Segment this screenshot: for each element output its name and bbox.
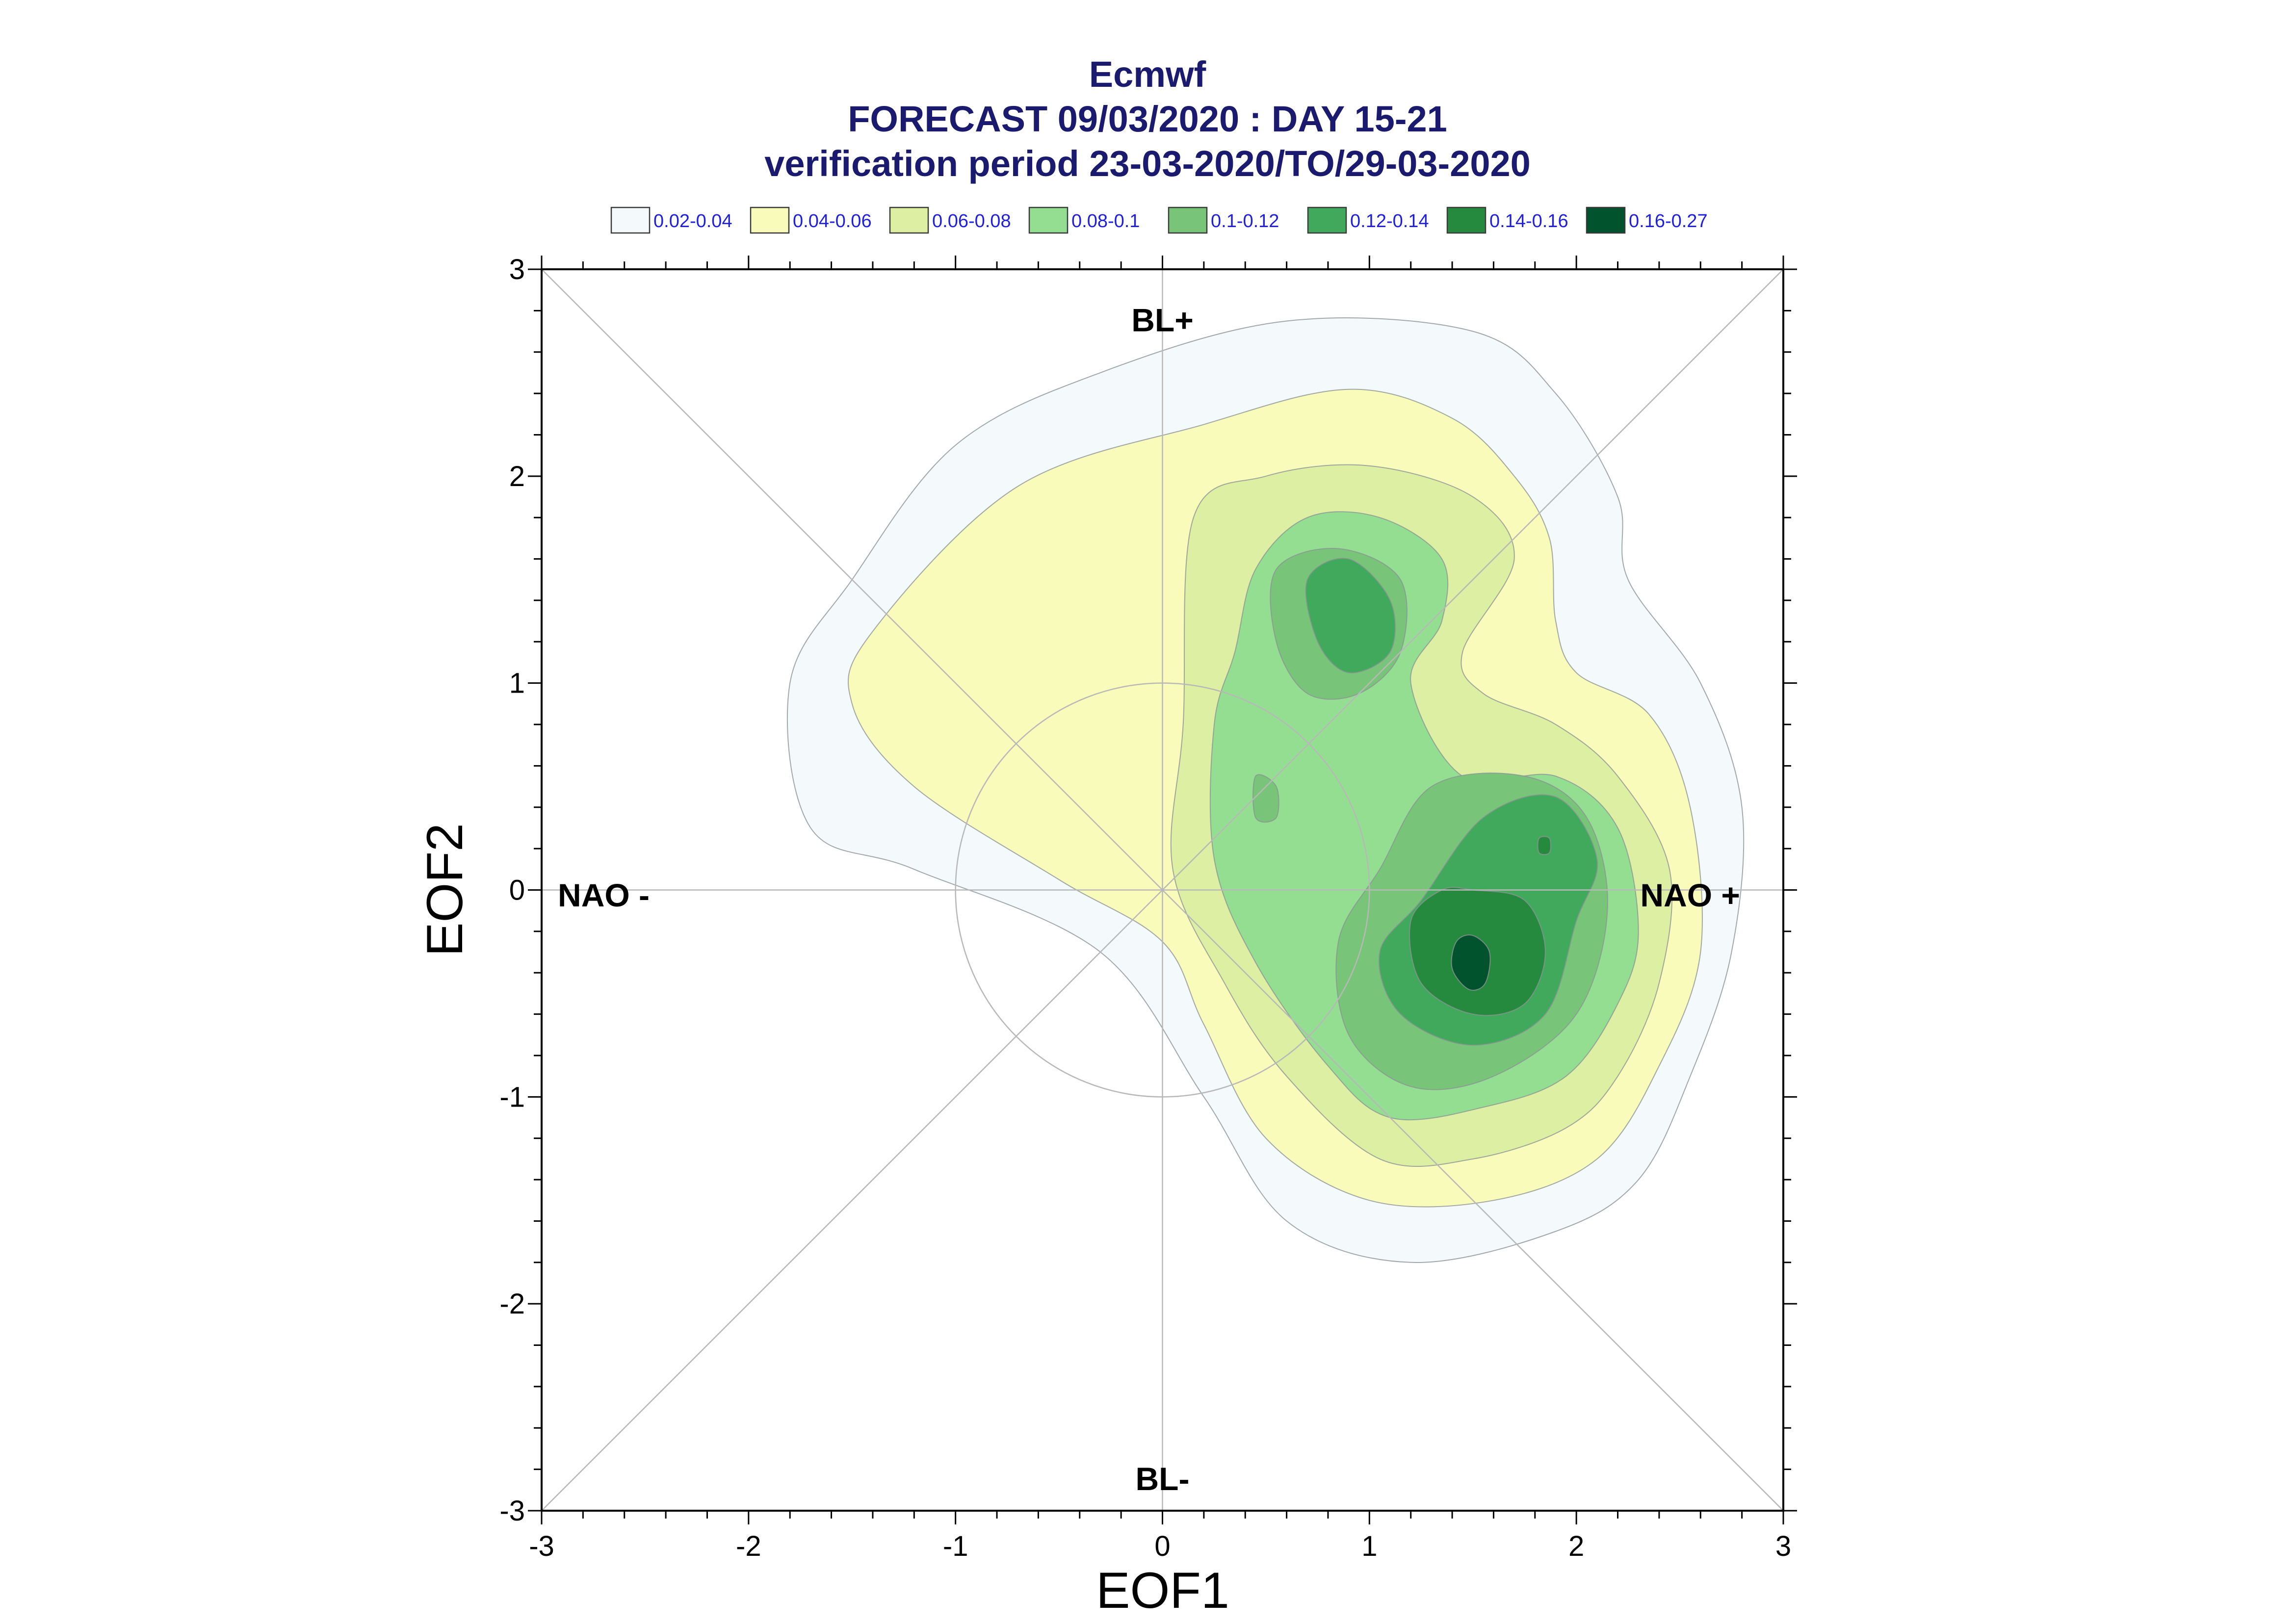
legend-label: 0.16-0.27 bbox=[1629, 211, 1708, 232]
x-tick-label: 1 bbox=[1361, 1530, 1377, 1562]
legend-label: 0.04-0.06 bbox=[793, 211, 872, 232]
regime-label: BL+ bbox=[1131, 302, 1194, 338]
x-tick-label: 3 bbox=[1775, 1530, 1791, 1562]
legend-label: 0.08-0.1 bbox=[1071, 211, 1140, 232]
legend-label: 0.14-0.16 bbox=[1489, 211, 1568, 232]
regime-label: BL- bbox=[1136, 1461, 1190, 1497]
legend: 0.02-0.04 0.04-0.06 0.06-0.08 0.08-0.1 0.1-0… bbox=[610, 206, 1708, 234]
y-axis-title: EOF2 bbox=[417, 823, 473, 956]
x-tick-label: -2 bbox=[736, 1530, 761, 1562]
legend-swatch bbox=[889, 206, 929, 234]
legend-label: 0.02-0.04 bbox=[653, 211, 732, 232]
legend-swatch bbox=[1446, 206, 1487, 234]
legend-swatch bbox=[1168, 206, 1208, 234]
x-tick-label: -3 bbox=[529, 1530, 554, 1562]
regime-label: NAO + bbox=[1640, 877, 1740, 913]
axis-ticks bbox=[528, 256, 1797, 1524]
legend-swatch bbox=[750, 206, 790, 234]
y-tick-label: 2 bbox=[509, 461, 525, 492]
chart-title: Ecmwf bbox=[1089, 54, 1206, 95]
contour-0.14-0.16-1 bbox=[1537, 836, 1551, 855]
legend-swatch bbox=[610, 206, 651, 234]
x-tick-label: 2 bbox=[1568, 1530, 1584, 1562]
legend-swatch bbox=[1028, 206, 1069, 234]
reference-circle bbox=[955, 682, 1370, 1098]
legend-label: 0.1-0.12 bbox=[1211, 211, 1279, 232]
x-tick-label: -1 bbox=[943, 1530, 968, 1562]
y-tick-label: -1 bbox=[499, 1081, 525, 1113]
legend-label: 0.12-0.14 bbox=[1350, 211, 1429, 232]
contour-0.1-0.12-1 bbox=[1252, 774, 1279, 823]
regime-labels: BL+ BL- NAO - NAO + bbox=[558, 302, 1740, 1497]
x-axis-title: EOF1 bbox=[1096, 1562, 1229, 1619]
y-tick-label: 0 bbox=[509, 875, 525, 906]
axis-tick-labels: -3 -2 -1 0 1 2 3 3 2 1 0 -1 -2 -3 bbox=[499, 254, 1791, 1562]
chart-subtitle-verification: verification period 23-03-2020/TO/29-03-… bbox=[764, 143, 1531, 184]
contour-0.12-0.14-0 bbox=[1305, 558, 1396, 673]
y-tick-label: -3 bbox=[499, 1495, 525, 1527]
legend-swatch bbox=[1307, 206, 1347, 234]
y-tick-label: 3 bbox=[509, 254, 525, 285]
contour-0.16-0.27-0 bbox=[1451, 934, 1491, 991]
legend-label: 0.06-0.08 bbox=[932, 211, 1011, 232]
y-tick-label: -2 bbox=[499, 1288, 525, 1320]
guide-lines bbox=[542, 269, 1783, 1511]
x-tick-label: 0 bbox=[1154, 1530, 1170, 1562]
legend-swatch bbox=[1586, 206, 1626, 234]
density-contours bbox=[786, 317, 1745, 1263]
chart-subtitle-forecast: FORECAST 09/03/2020 : DAY 15-21 bbox=[848, 99, 1447, 139]
y-tick-label: 1 bbox=[509, 668, 525, 699]
regime-label: NAO - bbox=[558, 877, 650, 913]
